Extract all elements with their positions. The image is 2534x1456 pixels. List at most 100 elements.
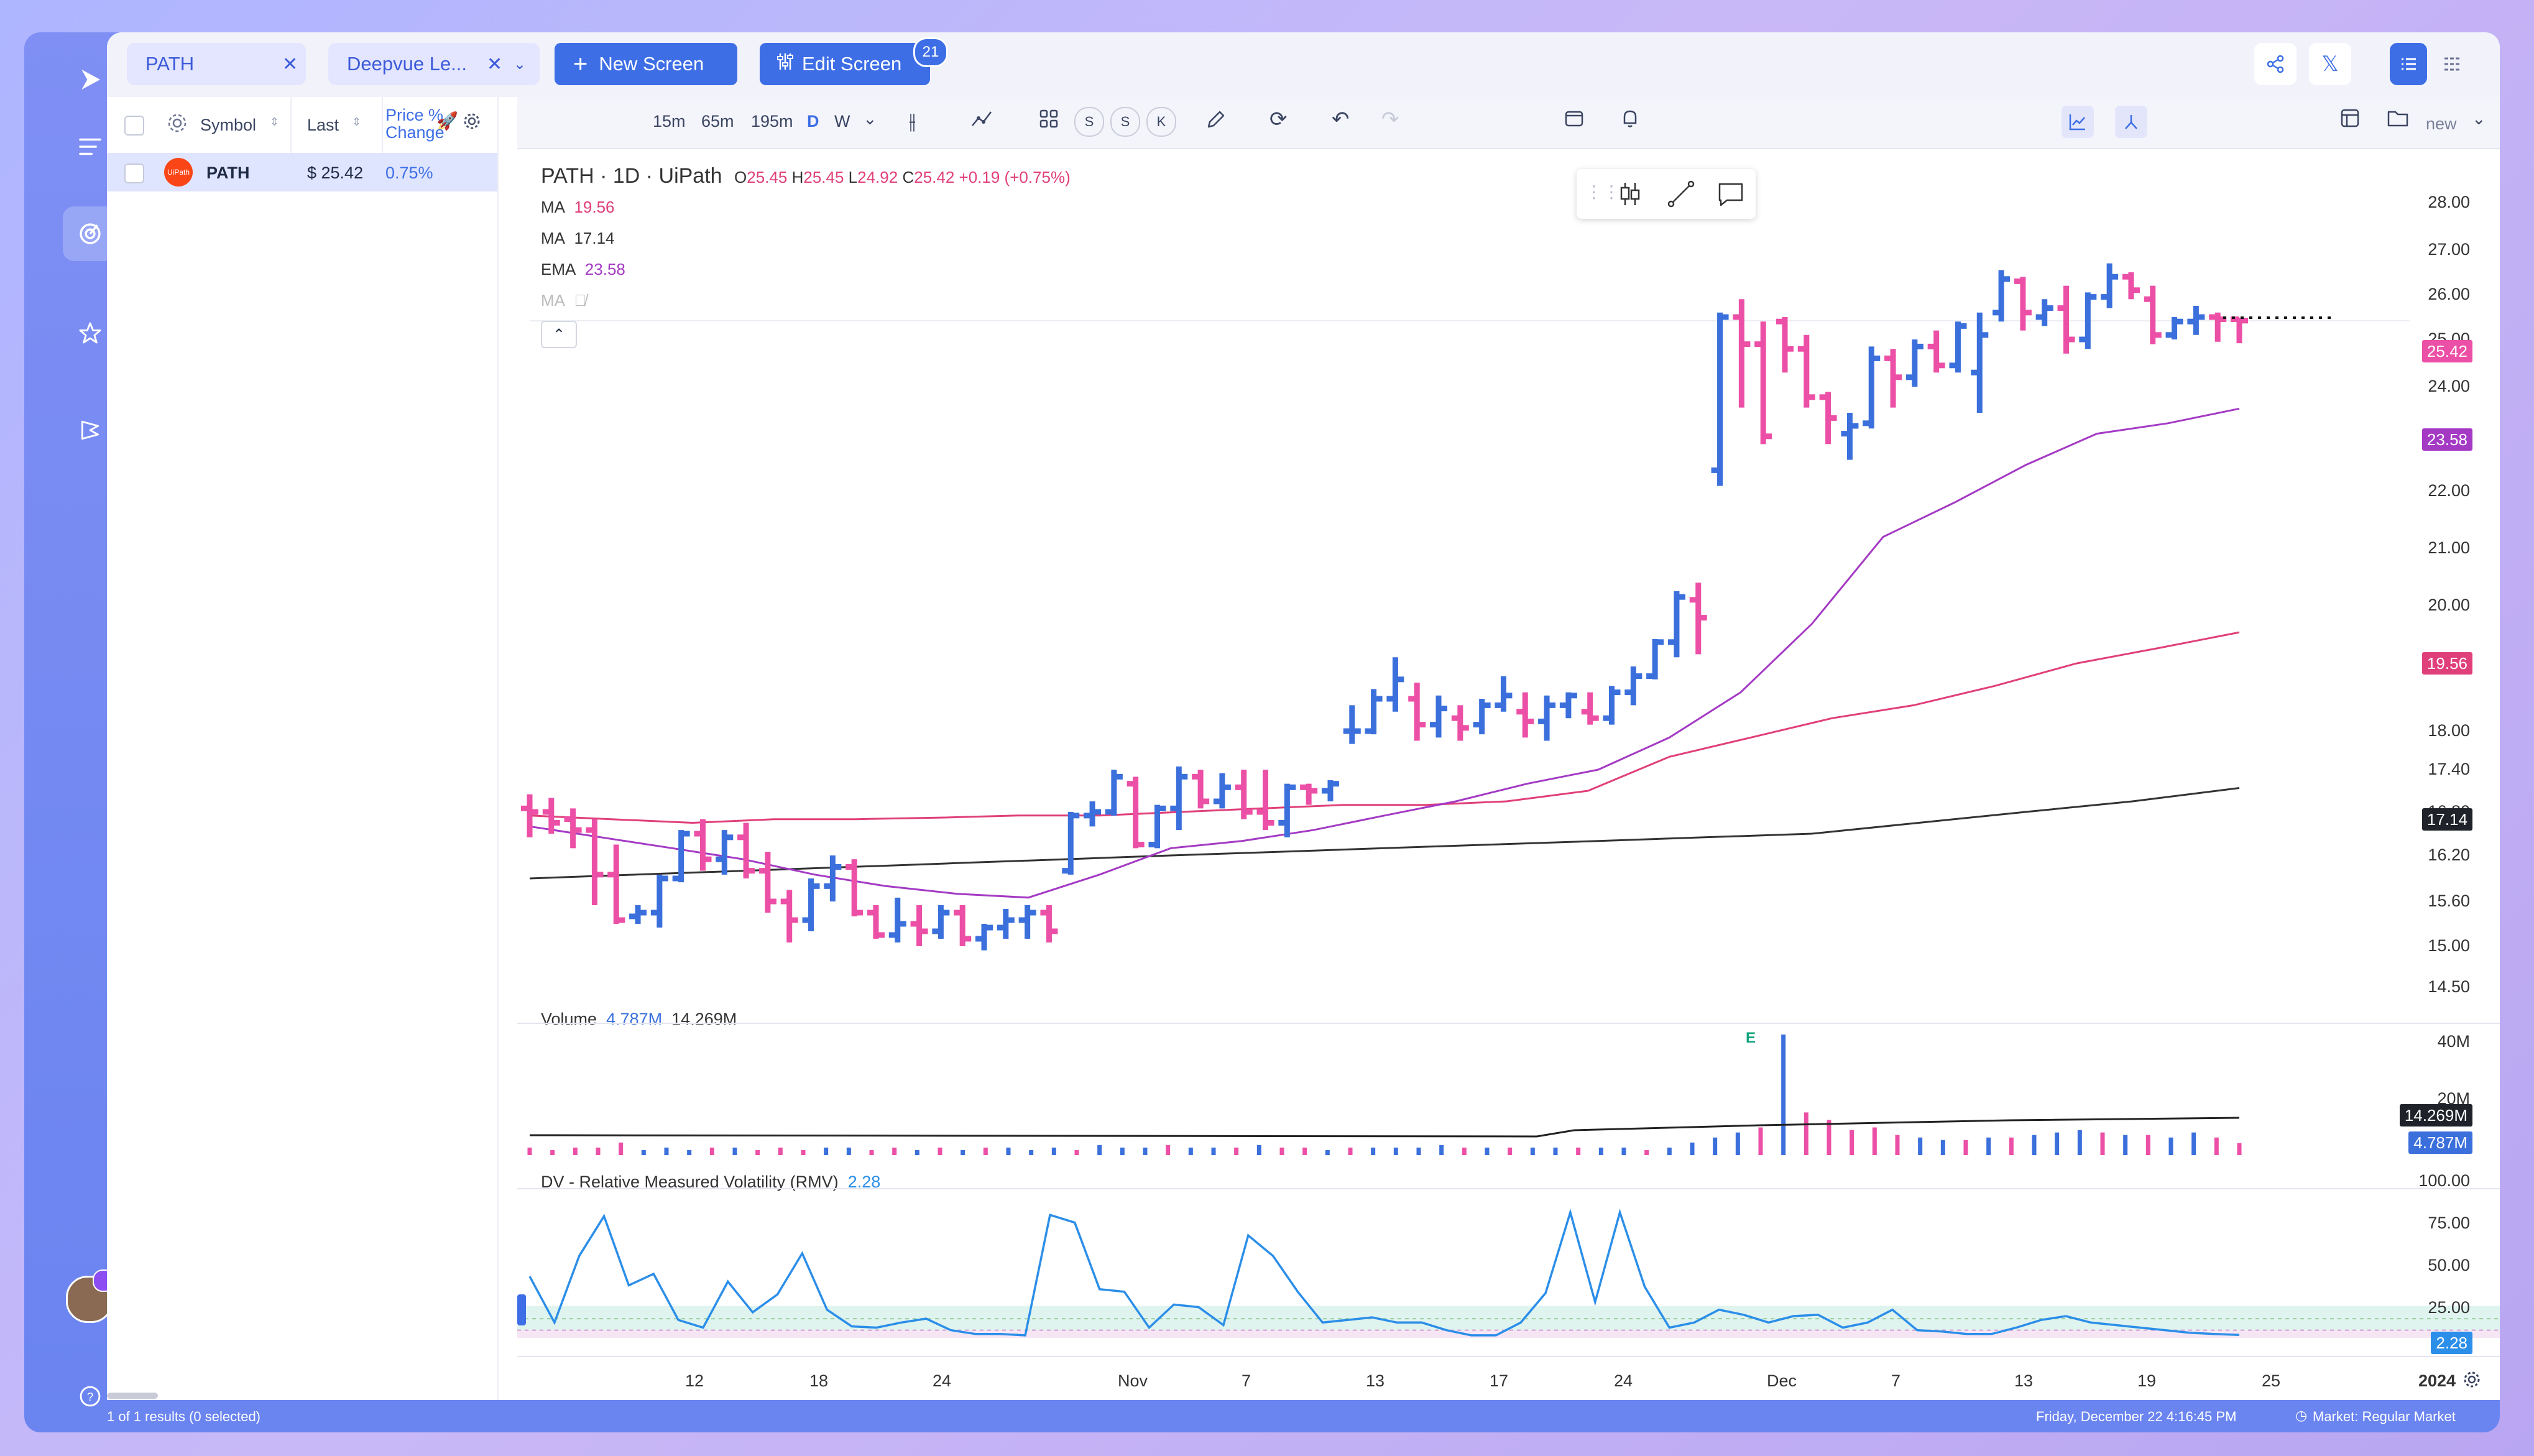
undo-icon[interactable]: ↶ [1332, 108, 1350, 131]
top-bar: PATH ✕ Deepvue Le... ✕ ⌄ + New Screen Ed… [107, 32, 2500, 97]
price-change-header-line1[interactable]: Price % [385, 106, 444, 124]
calendar-icon[interactable] [1563, 107, 1585, 134]
refresh-icon[interactable]: ⟳ [1269, 108, 1288, 131]
gear-icon[interactable] [461, 111, 482, 136]
sort-icon[interactable]: ⇕ [270, 116, 280, 128]
x-share-button[interactable]: 𝕏 [2309, 43, 2351, 85]
rmv-value-tag: 2.28 [2431, 1332, 2472, 1354]
logo-icon[interactable] [63, 52, 117, 107]
candles-tool-icon[interactable] [1615, 179, 1645, 212]
rmv-tick: 25.00 [2428, 1298, 2470, 1317]
price-tick: 20.00 [2428, 596, 2470, 614]
bell-icon[interactable] [1619, 107, 1641, 134]
price-tick: 15.00 [2428, 936, 2470, 955]
drag-handle-icon[interactable]: ⋮⋮ [1585, 182, 1620, 201]
column-divider [290, 97, 292, 153]
ma2-legend[interactable]: MA 17.14 [541, 229, 615, 247]
ema-legend[interactable]: EMA 23.58 [541, 260, 625, 279]
tab-path-close-icon[interactable]: ✕ [282, 53, 298, 75]
timeframe-daily[interactable]: D [807, 112, 819, 131]
rmv-tick: 75.00 [2428, 1214, 2470, 1232]
template-icon[interactable] [2339, 107, 2361, 134]
price-tick: 17.40 [2428, 760, 2470, 778]
chart-pane: 15m 65m 195m D W ⌄ ⫲ S S K ⟳ ↶ ↷ [517, 97, 2500, 1400]
price-change-header-line2[interactable]: Change [385, 123, 445, 142]
volume-ma-tag: 14.269M [2399, 1104, 2472, 1127]
price-tick: 26.00 [2428, 285, 2470, 303]
symbol-header[interactable]: Symbol [200, 116, 257, 134]
price-tick: 14.50 [2428, 977, 2470, 996]
ma-fast-line [529, 631, 2240, 824]
time-tick: 25 [2262, 1371, 2281, 1390]
time-tick: 13 [2014, 1371, 2034, 1390]
ma1-legend[interactable]: MA 19.56 [541, 198, 615, 216]
timeframe-195m[interactable]: 195m [751, 112, 793, 131]
grid-view-button[interactable] [2433, 43, 2471, 85]
ma1-price-tag: 19.56 [2421, 652, 2472, 675]
edit-screen-button[interactable]: Edit Screen [760, 43, 930, 85]
bar-type-icon[interactable]: ⫲ [909, 109, 916, 133]
tab-deepvue-label: Deepvue Le... [347, 53, 468, 75]
change-cell: 0.75% [385, 164, 433, 182]
list-item[interactable]: UiPath PATH $ 25.42 0.75% [107, 153, 497, 191]
last-price-cell: $ 25.42 [307, 164, 364, 182]
axis-settings-icon[interactable] [2461, 1369, 2482, 1393]
clock-icon: ◷ [2295, 1408, 2308, 1423]
redo-icon[interactable]: ↷ [1381, 108, 1399, 131]
toggle-s1[interactable]: S [1074, 107, 1104, 137]
layout-grid-icon[interactable] [1038, 108, 1059, 134]
volume-legend[interactable]: Volume 4.787M 14.269M [541, 1010, 737, 1028]
pencil-icon[interactable] [1205, 108, 1227, 135]
screener-list: Symbol ⇕ Last ⇕ Price % Change 🚀 UiPath … [107, 97, 499, 1400]
app-window: PATH ✕ Deepvue Le... ✕ ⌄ + New Screen Ed… [107, 32, 2500, 1400]
time-tick: 17 [1490, 1371, 1509, 1390]
tab-path[interactable]: PATH ✕ [127, 43, 306, 85]
layout-name[interactable]: new [2426, 114, 2457, 133]
last-header[interactable]: Last [307, 116, 339, 134]
chevron-down-icon[interactable]: ⌄ [514, 55, 527, 73]
select-all-checkbox[interactable] [124, 116, 144, 136]
earnings-marker[interactable]: E [1746, 1030, 1756, 1046]
timeframe-weekly[interactable]: W [834, 112, 850, 131]
results-count: 1 of 1 results (0 selected) [107, 1409, 261, 1424]
plus-icon: + [573, 50, 588, 78]
trendline-tool-icon[interactable] [1666, 179, 1696, 212]
collapse-legend-button[interactable]: ⌃ [541, 321, 577, 348]
timeframe-65m[interactable]: 65m [701, 112, 734, 131]
flag-icon[interactable] [63, 403, 117, 458]
menu-icon[interactable] [63, 119, 117, 174]
rocket-icon: 🚀 [436, 111, 458, 131]
horizontal-scrollbar[interactable] [107, 1393, 158, 1399]
row-checkbox[interactable] [124, 164, 144, 183]
layout-chevron-icon[interactable]: ⌄ [2472, 109, 2486, 128]
tab-deepvue[interactable]: Deepvue Le... ✕ ⌄ [328, 43, 540, 85]
compare-toggle-icon[interactable] [2115, 106, 2147, 138]
rmv-legend[interactable]: DV - Relative Measured Volatility (RMV) … [541, 1173, 881, 1191]
help-icon[interactable]: ? [63, 1369, 117, 1424]
timeframe-chevron-icon[interactable]: ⌄ [863, 109, 877, 128]
price-chart[interactable] [517, 97, 2500, 1400]
line-chart-toggle-icon[interactable] [2062, 106, 2094, 138]
toggle-s2[interactable]: S [1110, 107, 1140, 137]
list-view-button[interactable] [2390, 43, 2427, 85]
share-button[interactable] [2254, 43, 2297, 85]
sliders-icon [775, 51, 796, 77]
share-icon [2267, 55, 2284, 73]
sort-icon[interactable]: ⇕ [352, 116, 362, 128]
comment-tool-icon[interactable] [1716, 179, 1746, 212]
pane-resize-handle [517, 1294, 526, 1325]
eye-off-icon[interactable]: 👁̸ [574, 291, 586, 310]
timeframe-15m[interactable]: 15m [653, 112, 686, 131]
tab-deepvue-close-icon[interactable]: ✕ [487, 53, 503, 75]
status-bar: 1 of 1 results (0 selected) Friday, Dece… [107, 1400, 2500, 1432]
folder-icon[interactable] [2386, 107, 2410, 134]
star-icon[interactable] [63, 306, 117, 361]
toggle-k[interactable]: K [1146, 107, 1176, 137]
column-settings-icon[interactable] [166, 112, 188, 139]
volume-ma-line [529, 1117, 2240, 1138]
edit-screen-label: Edit Screen [802, 53, 902, 75]
hidden-ma-legend[interactable]: MA 👁̸ [541, 291, 586, 310]
new-screen-button[interactable]: + New Screen [555, 43, 737, 85]
rmv-line [528, 1208, 2240, 1337]
indicators-icon[interactable] [970, 107, 995, 136]
